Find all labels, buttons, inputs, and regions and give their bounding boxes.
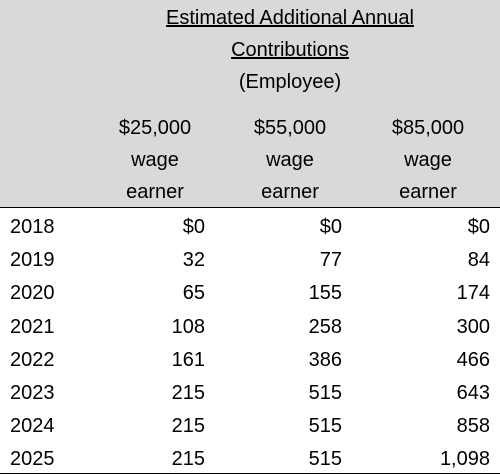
column-header: $25,000 bbox=[118, 117, 192, 139]
value-cell: 515 bbox=[308, 382, 342, 404]
column-header: wage bbox=[266, 149, 314, 171]
table-title: (Employee) bbox=[238, 71, 342, 93]
table-title: Contributions bbox=[231, 39, 349, 61]
value-cell: $0 bbox=[319, 216, 342, 238]
value-cell: 215 bbox=[171, 415, 205, 438]
year-cell: 2025 bbox=[10, 448, 55, 471]
value-cell: 84 bbox=[467, 249, 490, 272]
column-header: earner bbox=[126, 181, 184, 203]
column-header: wage bbox=[131, 149, 179, 171]
year-cell: 2019 bbox=[10, 249, 55, 272]
year-cell: 2021 bbox=[10, 315, 55, 338]
year-cell: 2023 bbox=[10, 382, 55, 404]
column-header: earner bbox=[261, 181, 319, 203]
table-title: Estimated Additional Annual bbox=[166, 7, 414, 29]
column-header: wage bbox=[404, 149, 452, 171]
value-cell: $0 bbox=[467, 216, 490, 238]
column-header: $85,000 bbox=[391, 117, 465, 139]
value-cell: $0 bbox=[182, 216, 205, 238]
column-header: $55,000 bbox=[253, 117, 327, 139]
value-cell: 174 bbox=[456, 282, 490, 305]
value-cell: 108 bbox=[171, 315, 205, 338]
value-cell: 215 bbox=[171, 448, 205, 471]
value-cell: 155 bbox=[308, 282, 342, 305]
bottom-rule bbox=[0, 473, 500, 474]
year-cell: 2018 bbox=[10, 216, 55, 238]
column-header: earner bbox=[399, 181, 457, 203]
value-cell: 1,098 bbox=[439, 448, 490, 471]
value-cell: 32 bbox=[182, 249, 205, 272]
value-cell: 77 bbox=[319, 249, 342, 272]
value-cell: 466 bbox=[456, 348, 490, 371]
year-cell: 2020 bbox=[10, 282, 55, 305]
value-cell: 215 bbox=[171, 382, 205, 404]
value-cell: 515 bbox=[308, 415, 342, 438]
value-cell: 515 bbox=[308, 448, 342, 471]
header-background bbox=[0, 0, 500, 208]
value-cell: 858 bbox=[456, 415, 490, 438]
header-rule bbox=[0, 207, 500, 208]
value-cell: 161 bbox=[171, 348, 205, 371]
value-cell: 643 bbox=[456, 382, 490, 404]
year-cell: 2022 bbox=[10, 348, 55, 371]
value-cell: 300 bbox=[456, 315, 490, 338]
value-cell: 258 bbox=[308, 315, 342, 338]
value-cell: 65 bbox=[182, 282, 205, 305]
year-cell: 2024 bbox=[10, 415, 55, 438]
value-cell: 386 bbox=[308, 348, 342, 371]
